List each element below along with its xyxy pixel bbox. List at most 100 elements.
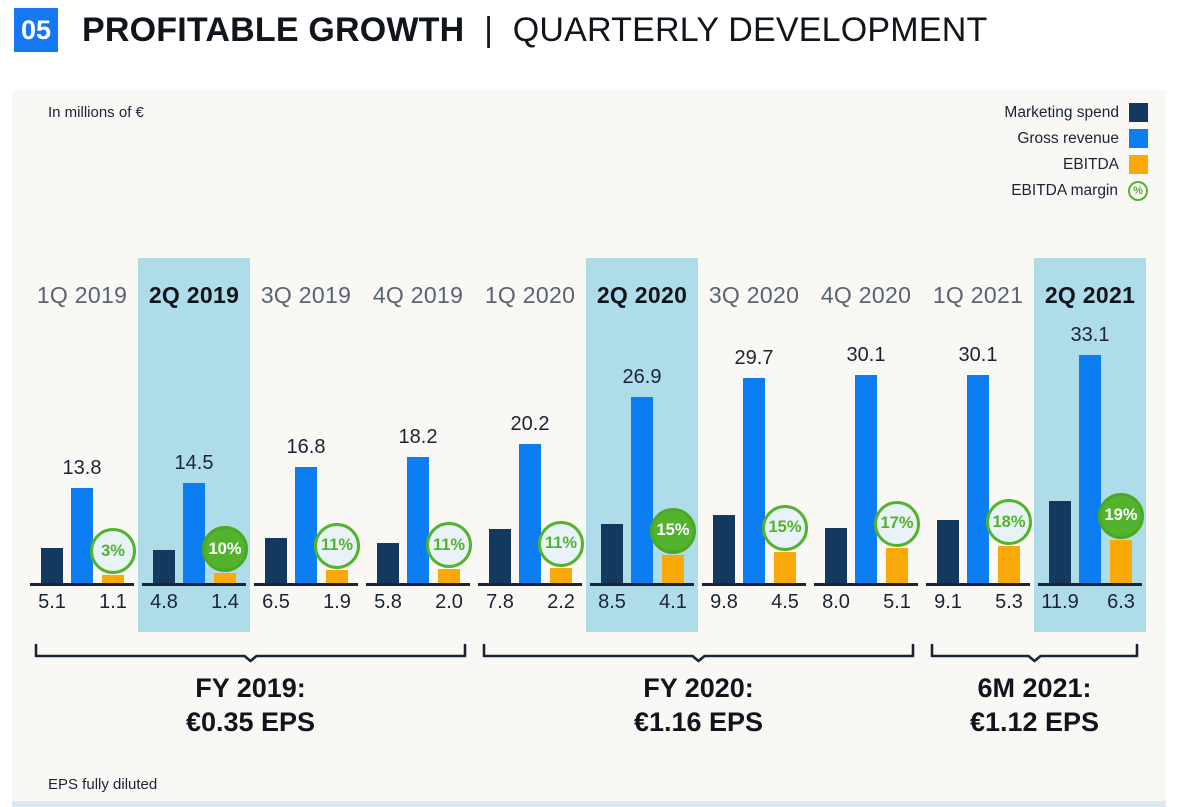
bar-marketing-spend — [601, 524, 623, 583]
marketing-spend-value: 6.5 — [262, 591, 290, 613]
quarter-label: 1Q 2021 — [932, 282, 1024, 308]
chart-legend: Marketing spend Gross revenue EBITDA EBITDA… — [1004, 102, 1148, 201]
gross-revenue-value: 20.2 — [510, 412, 550, 435]
ebitda-value: 1.1 — [99, 591, 127, 613]
quarter-label: 3Q 2019 — [260, 282, 352, 308]
bar-gross-revenue — [855, 375, 877, 583]
bar-gross-revenue — [743, 378, 765, 583]
axis-baseline — [366, 583, 470, 586]
bar-ebitda — [438, 569, 460, 583]
bar-marketing-spend — [153, 549, 175, 583]
marketing-spend-value: 11.9 — [1041, 591, 1079, 613]
eps-period: FY 2019: — [195, 673, 306, 703]
marketing-spend-value: 5.8 — [374, 591, 402, 613]
ebitda-margin-badge: 15% — [762, 504, 808, 551]
legend-label: EBITDA — [1063, 155, 1119, 173]
ebitda-value: 4.5 — [771, 591, 799, 613]
axis-baseline — [702, 583, 806, 586]
eps-value: €1.12 EPS — [969, 707, 1100, 737]
bar-ebitda — [102, 575, 124, 583]
eps-period: FY 2020: — [643, 673, 754, 703]
quarter-label: 4Q 2019 — [372, 282, 464, 308]
legend-item: EBITDA — [1004, 154, 1148, 175]
bar-gross-revenue — [519, 443, 541, 583]
axis-baseline — [926, 583, 1030, 586]
legend-label: Gross revenue — [1017, 129, 1119, 147]
legend-swatch-icon — [1129, 155, 1148, 174]
ebitda-margin-badge: 10% — [202, 526, 248, 573]
quarter-label: 1Q 2019 — [36, 282, 128, 308]
axis-baseline — [590, 583, 694, 586]
gross-revenue-value: 29.7 — [734, 347, 774, 370]
quarter-label: 2Q 2021 — [1044, 282, 1136, 308]
ebitda-margin-badge: 17% — [874, 500, 920, 547]
bar-ebitda — [662, 554, 684, 583]
unit-note: In millions of € — [48, 104, 144, 121]
bar-marketing-spend — [937, 520, 959, 583]
quarter-label: 3Q 2020 — [708, 282, 800, 308]
bar-ebitda — [550, 567, 572, 583]
slide-header: 05 PROFITABLE GROWTH | QUARTERLY DEVELOP… — [14, 8, 987, 52]
legend-label: Marketing spend — [1004, 103, 1119, 121]
bar-marketing-spend — [265, 538, 287, 583]
gross-revenue-value: 14.5 — [174, 451, 214, 474]
eps-summary-label: FY 2019: €0.35 EPS — [91, 671, 411, 739]
axis-baseline — [142, 583, 246, 586]
bar-ebitda — [1110, 539, 1132, 583]
marketing-spend-value: 9.1 — [934, 591, 962, 613]
gross-revenue-value: 30.1 — [846, 344, 886, 367]
quarter-label: 2Q 2019 — [148, 282, 240, 308]
ebitda-margin-badge: 18% — [986, 499, 1032, 546]
ebitda-value: 4.1 — [659, 591, 687, 613]
page-title-sub: QUARTERLY DEVELOPMENT — [512, 10, 988, 49]
bottom-accent-strip — [12, 801, 1166, 807]
footnote: EPS fully diluted — [48, 776, 158, 793]
eps-summary-label: 6M 2021: €1.12 EPS — [875, 671, 1178, 739]
legend-label: EBITDA margin — [1011, 181, 1118, 199]
bar-marketing-spend — [377, 542, 399, 583]
marketing-spend-value: 9.8 — [710, 591, 738, 613]
axis-baseline — [478, 583, 582, 586]
gross-revenue-value: 13.8 — [62, 456, 102, 479]
marketing-spend-value: 8.5 — [598, 591, 626, 613]
legend-swatch-icon — [1129, 103, 1148, 122]
ebitda-margin-badge: 11% — [314, 522, 360, 569]
ebitda-value: 5.3 — [995, 591, 1023, 613]
marketing-spend-value: 4.8 — [150, 591, 178, 613]
gross-revenue-value: 30.1 — [958, 344, 998, 367]
bar-marketing-spend — [489, 529, 511, 583]
marketing-spend-value: 5.1 — [38, 591, 66, 613]
bar-gross-revenue — [967, 375, 989, 583]
chart-panel: In millions of € Marketing spend Gross re… — [12, 90, 1166, 807]
axis-baseline — [254, 583, 358, 586]
bar-ebitda — [886, 547, 908, 583]
marketing-spend-value: 7.8 — [486, 591, 514, 613]
eps-summary-label: FY 2020: €1.16 EPS — [539, 671, 859, 739]
ebitda-value: 2.0 — [435, 591, 463, 613]
eps-period: 6M 2021: — [977, 673, 1092, 703]
percent-circle-icon: % — [1128, 180, 1148, 201]
legend-item: Gross revenue — [1004, 128, 1148, 149]
grouping-bracket — [930, 643, 1139, 663]
page-title: PROFITABLE GROWTH | QUARTERLY DEVELOPMEN… — [82, 11, 987, 50]
legend-item: EBITDA margin% — [1004, 180, 1148, 201]
legend-item: Marketing spend — [1004, 102, 1148, 123]
ebitda-value: 6.3 — [1107, 591, 1135, 613]
page-title-main: PROFITABLE GROWTH — [82, 10, 465, 49]
ebitda-margin-badge: 11% — [426, 522, 472, 569]
ebitda-value: 1.9 — [323, 591, 351, 613]
bar-gross-revenue — [631, 397, 653, 583]
quarter-label: 1Q 2020 — [484, 282, 576, 308]
ebitda-margin-badge: 15% — [650, 507, 696, 554]
bar-gross-revenue — [407, 457, 429, 583]
gross-revenue-value: 33.1 — [1070, 323, 1110, 346]
eps-value: €1.16 EPS — [633, 707, 764, 737]
axis-baseline — [814, 583, 918, 586]
title-separator: | — [484, 10, 494, 49]
grouping-bracket — [482, 643, 915, 663]
bar-gross-revenue — [295, 467, 317, 583]
bar-gross-revenue — [183, 482, 205, 583]
ebitda-margin-badge: 19% — [1098, 492, 1144, 539]
bar-marketing-spend — [713, 515, 735, 583]
